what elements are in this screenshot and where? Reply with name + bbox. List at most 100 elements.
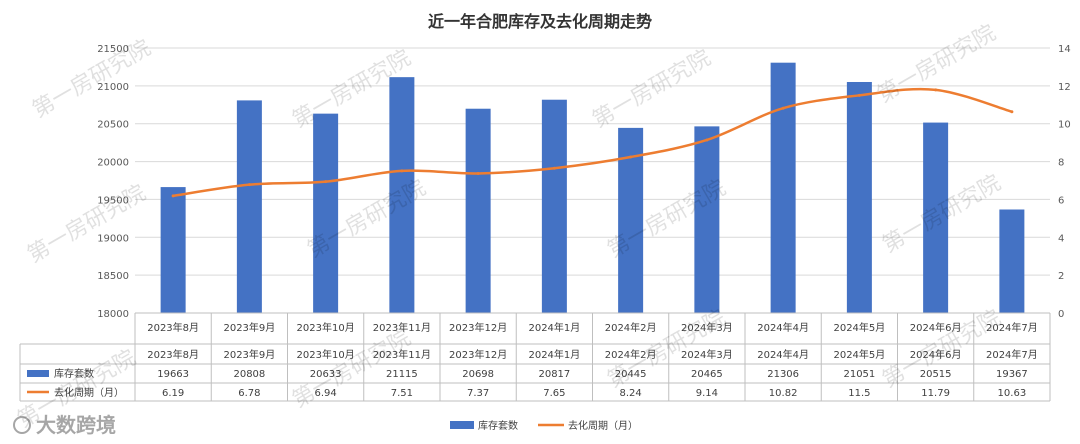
table-header-cell: 2024年2月	[605, 348, 657, 361]
table-value-cell: 8.24	[619, 388, 641, 399]
brand-watermark: 大数跨境	[36, 413, 116, 437]
line-point	[552, 166, 556, 170]
line-point	[247, 183, 251, 187]
table-value-cell: 21051	[843, 369, 875, 380]
legend-label: 库存套数	[478, 419, 518, 432]
y-right-tick-label: 8	[1058, 158, 1064, 169]
x-tick-label: 2024年7月	[986, 321, 1038, 334]
y-left-tick-label: 19500	[97, 195, 129, 206]
y-axis-right: 0 2 4 6 8 10 12 14	[1058, 44, 1071, 320]
y-left-tick-label: 21000	[97, 82, 129, 93]
table-header-cell: 2024年5月	[833, 348, 885, 361]
table-header-cell: 2024年4月	[757, 348, 809, 361]
table-value-cell: 10.82	[769, 388, 798, 399]
x-tick-label: 2024年3月	[681, 321, 733, 334]
table-header-cell: 2023年11月	[373, 348, 431, 361]
line-point	[857, 93, 861, 97]
y-right-tick-label: 6	[1058, 195, 1064, 206]
line-point	[629, 155, 633, 159]
watermark-text: 第一房研究院	[23, 181, 150, 269]
bar	[389, 77, 415, 314]
data-table: 2023年8月 2023年9月 2023年10月 2023年11月 2023年12月 20…	[19, 313, 1051, 402]
x-tick-label: 2023年10月	[297, 321, 355, 334]
line-point	[476, 171, 480, 175]
bar	[846, 81, 872, 313]
x-tick-label: 2024年5月	[833, 321, 885, 334]
series-line	[172, 87, 1013, 198]
table-header-cell: 2023年8月	[147, 348, 199, 361]
table-value-cell: 7.51	[391, 388, 413, 399]
y-left-tick-label: 18500	[97, 271, 129, 282]
line-point	[934, 88, 938, 92]
y-left-tick-label: 18000	[97, 309, 129, 320]
table-value-cell: 11.79	[921, 388, 950, 399]
table-bar-key	[27, 370, 49, 377]
table-value-cell: 21306	[767, 369, 799, 380]
y-left-tick-label: 21500	[97, 44, 129, 55]
table-value-cell: 20808	[233, 369, 265, 380]
table-header-cell: 2023年12月	[449, 348, 507, 361]
y-left-tick-label: 19000	[97, 233, 129, 244]
y-right-tick-label: 0	[1058, 309, 1064, 320]
table-value-cell: 6.78	[238, 388, 260, 399]
table-header-cell: 2024年3月	[681, 348, 733, 361]
bar	[313, 113, 339, 313]
line-point	[324, 180, 328, 184]
y-right-tick-label: 2	[1058, 271, 1064, 282]
table-value-cell: 20633	[310, 369, 342, 380]
table-value-cell: 6.94	[314, 388, 336, 399]
y-left-tick-label: 20500	[97, 120, 129, 131]
line-series	[171, 87, 1014, 198]
gridlines	[135, 47, 1050, 314]
table-value-cell: 20698	[462, 369, 494, 380]
y-right-tick-label: 14	[1058, 44, 1071, 55]
x-tick-label: 2024年1月	[528, 321, 580, 334]
x-tick-label: 2023年8月	[147, 321, 199, 334]
bar	[999, 209, 1025, 313]
table-value-cell: 10.63	[998, 388, 1027, 399]
brand-logo-icon	[13, 416, 31, 434]
table-value-cell: 20817	[538, 369, 570, 380]
bar	[694, 126, 720, 313]
table-row-label: 库存套数	[54, 367, 94, 380]
x-tick-label: 2023年9月	[223, 321, 275, 334]
table-value-cell: 11.5	[848, 388, 870, 399]
watermark-text: 第一房研究院	[873, 21, 1000, 109]
line-point	[781, 106, 785, 110]
x-tick-label: 2023年11月	[373, 321, 431, 334]
bar	[770, 62, 796, 314]
y-right-tick-label: 4	[1058, 233, 1064, 244]
y-right-tick-label: 12	[1058, 82, 1071, 93]
line-point	[1010, 110, 1014, 114]
table-value-cell: 19663	[157, 369, 189, 380]
table-value-cell: 7.65	[543, 388, 565, 399]
line-point	[171, 194, 175, 198]
line-point	[400, 169, 404, 173]
watermark-text: 第一房研究院	[588, 46, 715, 134]
table-header-cell: 2023年9月	[223, 348, 275, 361]
table-header-cell: 2024年1月	[528, 348, 580, 361]
y-axis-left: 18000 18500 19000 19500 20000 20500 21000 21500	[97, 44, 129, 320]
bar	[160, 187, 186, 313]
x-tick-label: 2024年6月	[910, 321, 962, 334]
table-value-cell: 20445	[615, 369, 647, 380]
x-tick-label: 2024年2月	[605, 321, 657, 334]
table-header-cell: 2024年7月	[986, 348, 1038, 361]
x-tick-label: 2023年12月	[449, 321, 507, 334]
y-left-tick-label: 20000	[97, 158, 129, 169]
legend-label: 去化周期（月）	[568, 419, 638, 432]
watermark-text: 第一房研究院	[28, 36, 155, 124]
table-value-cell: 7.37	[467, 388, 489, 399]
legend: 库存套数 去化周期（月）	[450, 419, 638, 432]
bar-series	[160, 62, 1025, 314]
line-point	[705, 138, 709, 142]
table-row-label: 去化周期（月）	[54, 386, 124, 399]
y-right-tick-label: 10	[1058, 120, 1071, 131]
table-header-cell: 2023年10月	[297, 348, 355, 361]
bar	[465, 108, 491, 313]
table-value-cell: 6.19	[162, 388, 184, 399]
bar	[236, 100, 262, 313]
table-value-cell: 20515	[920, 369, 952, 380]
x-tick-label: 2024年4月	[757, 321, 809, 334]
